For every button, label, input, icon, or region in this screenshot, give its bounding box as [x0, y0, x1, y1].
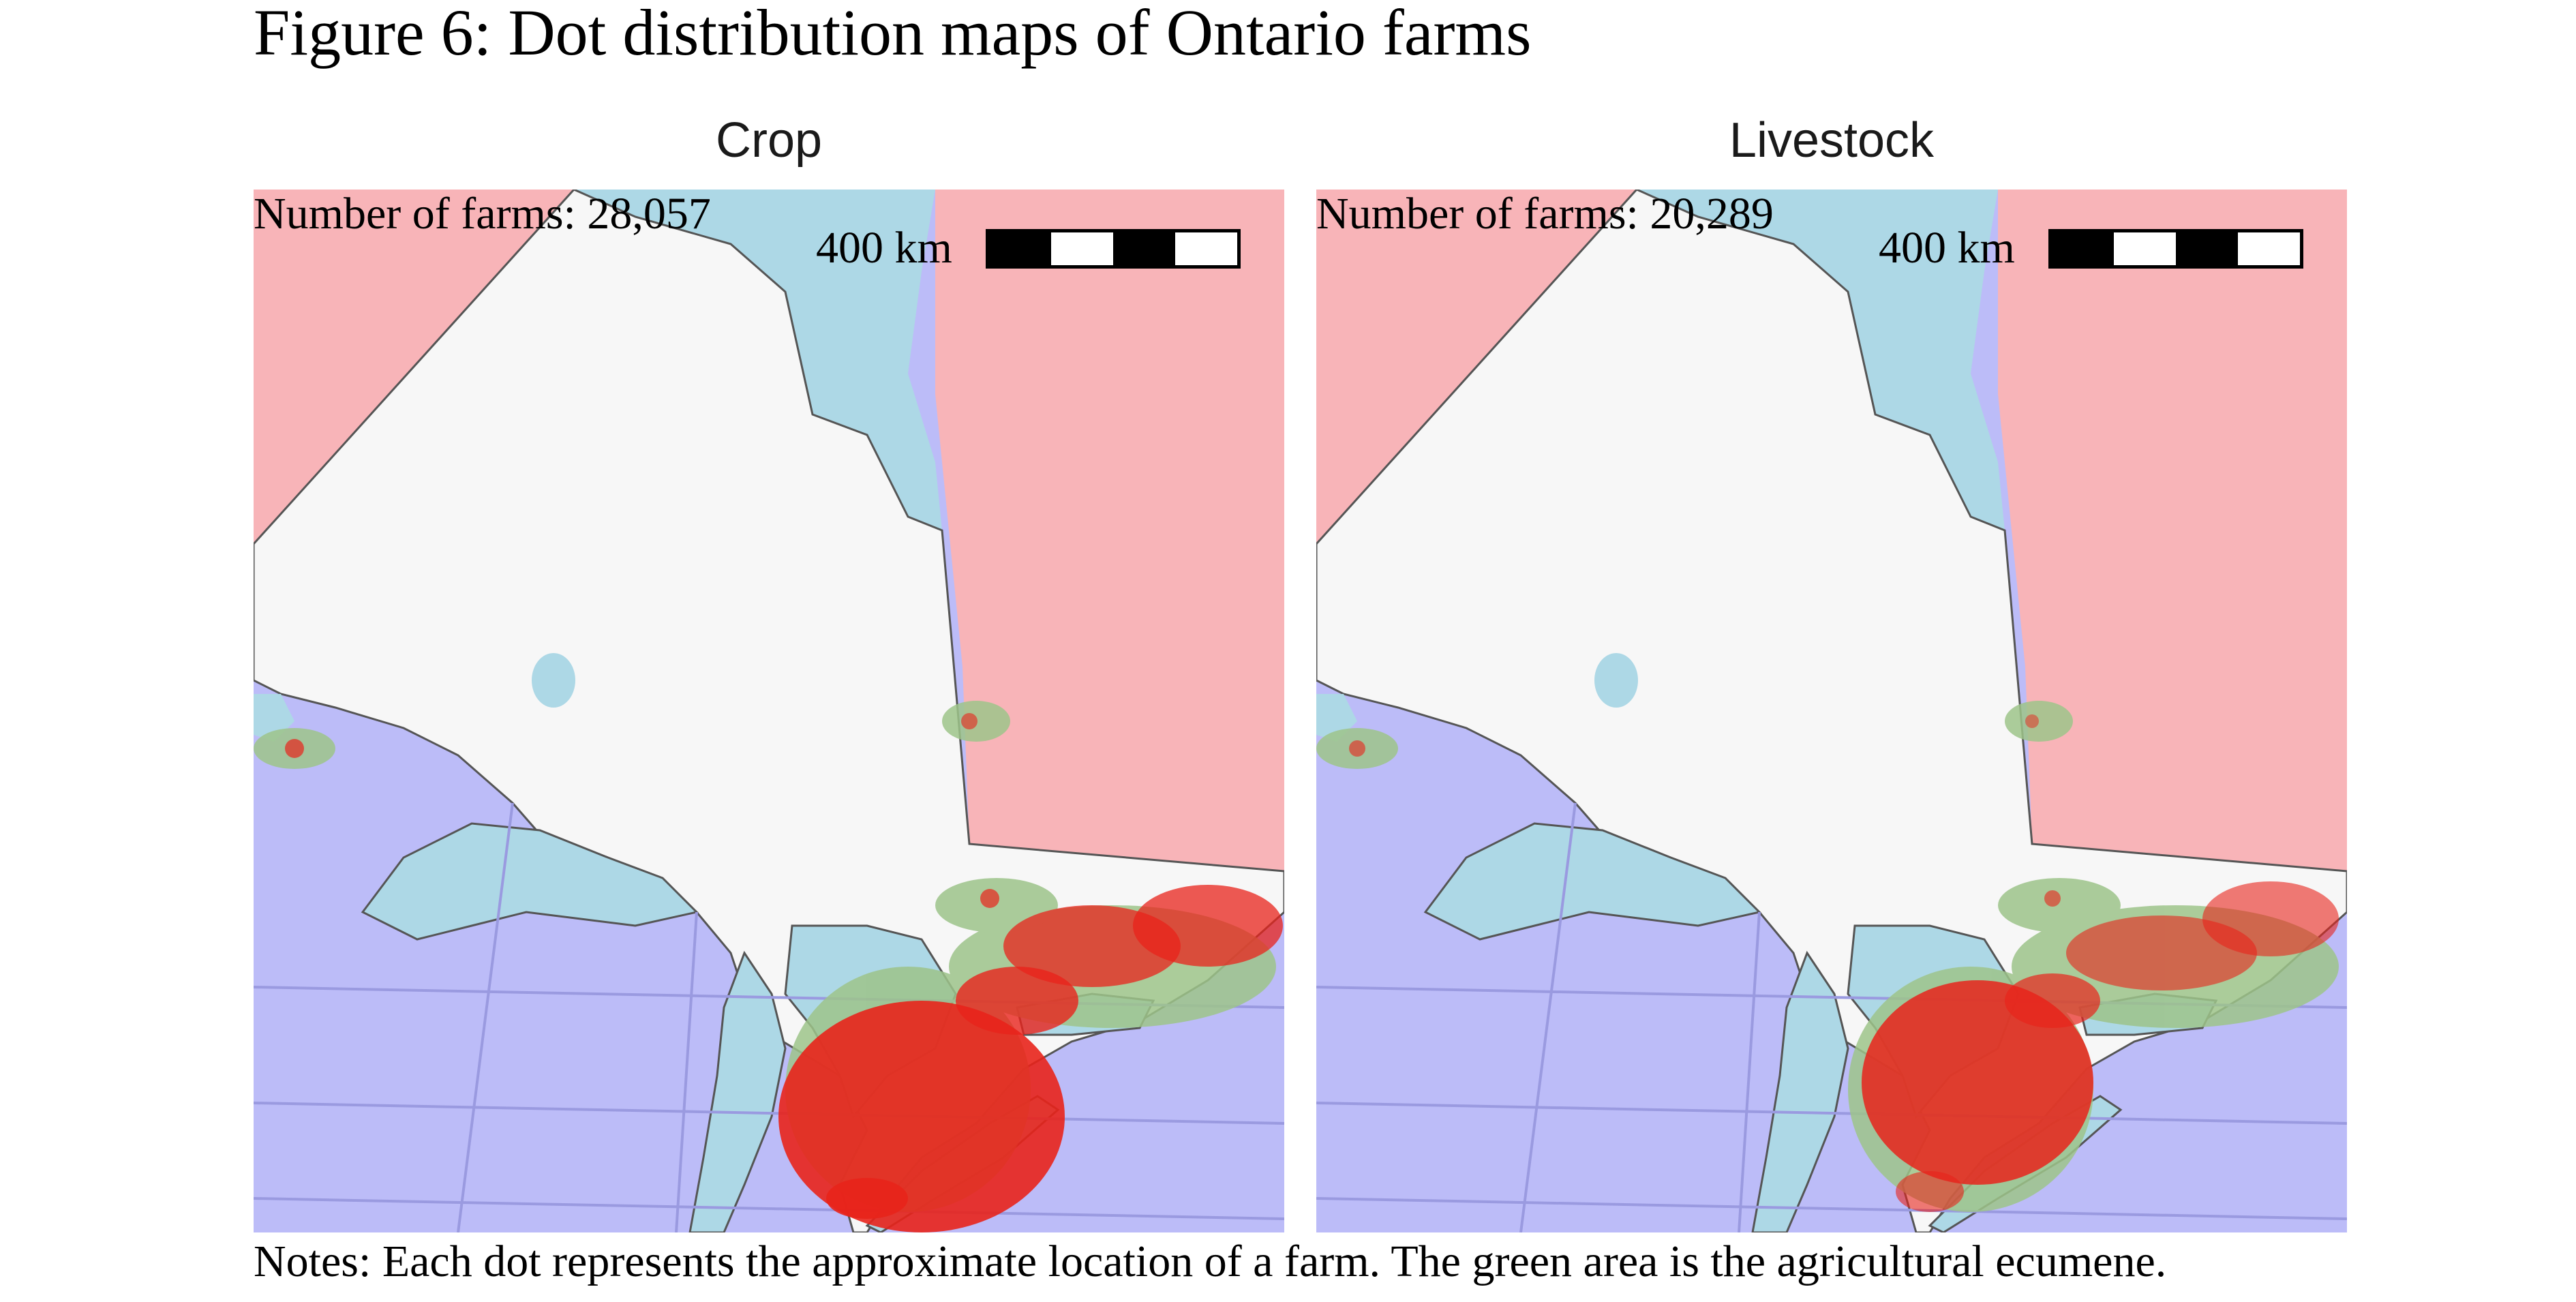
map-livestock-canvas	[1316, 190, 2347, 1232]
scale-bar-livestock	[2048, 229, 2303, 269]
scale-label-livestock: 400 km	[1879, 223, 2015, 273]
scale-bar-crop	[986, 229, 1241, 269]
scale-label-crop: 400 km	[816, 223, 952, 273]
panel-title-livestock: Livestock	[1729, 113, 1935, 168]
hudson-bay-water	[574, 190, 942, 530]
map-crop-canvas	[254, 190, 1284, 1232]
quebec-region	[935, 190, 1284, 871]
figure-title: Figure 6: Dot distribution maps of Ontar…	[254, 0, 1532, 69]
farm-dots	[285, 713, 1283, 1232]
quebec-region	[1998, 190, 2347, 871]
lake-michigan	[1751, 950, 1849, 1232]
lake-michigan	[688, 950, 787, 1232]
graticule	[254, 802, 1284, 1232]
panel-title-crop: Crop	[715, 113, 823, 168]
farm-dots	[1349, 714, 2339, 1212]
farm-count-livestock: Number of farms: 20,289	[1316, 190, 1774, 239]
figure-notes: Notes: Each dot represents the approxima…	[254, 1237, 2167, 1286]
lake-nipigon	[532, 653, 575, 708]
farm-count-crop: Number of farms: 28,057	[254, 190, 711, 239]
map-livestock[interactable]: Number of farms: 20,289 400 km	[1316, 190, 2347, 1232]
lake-nipigon	[1594, 653, 1638, 708]
hudson-bay-water	[1637, 190, 2005, 530]
map-crop[interactable]: Number of farms: 28,057 400 km	[254, 190, 1284, 1232]
